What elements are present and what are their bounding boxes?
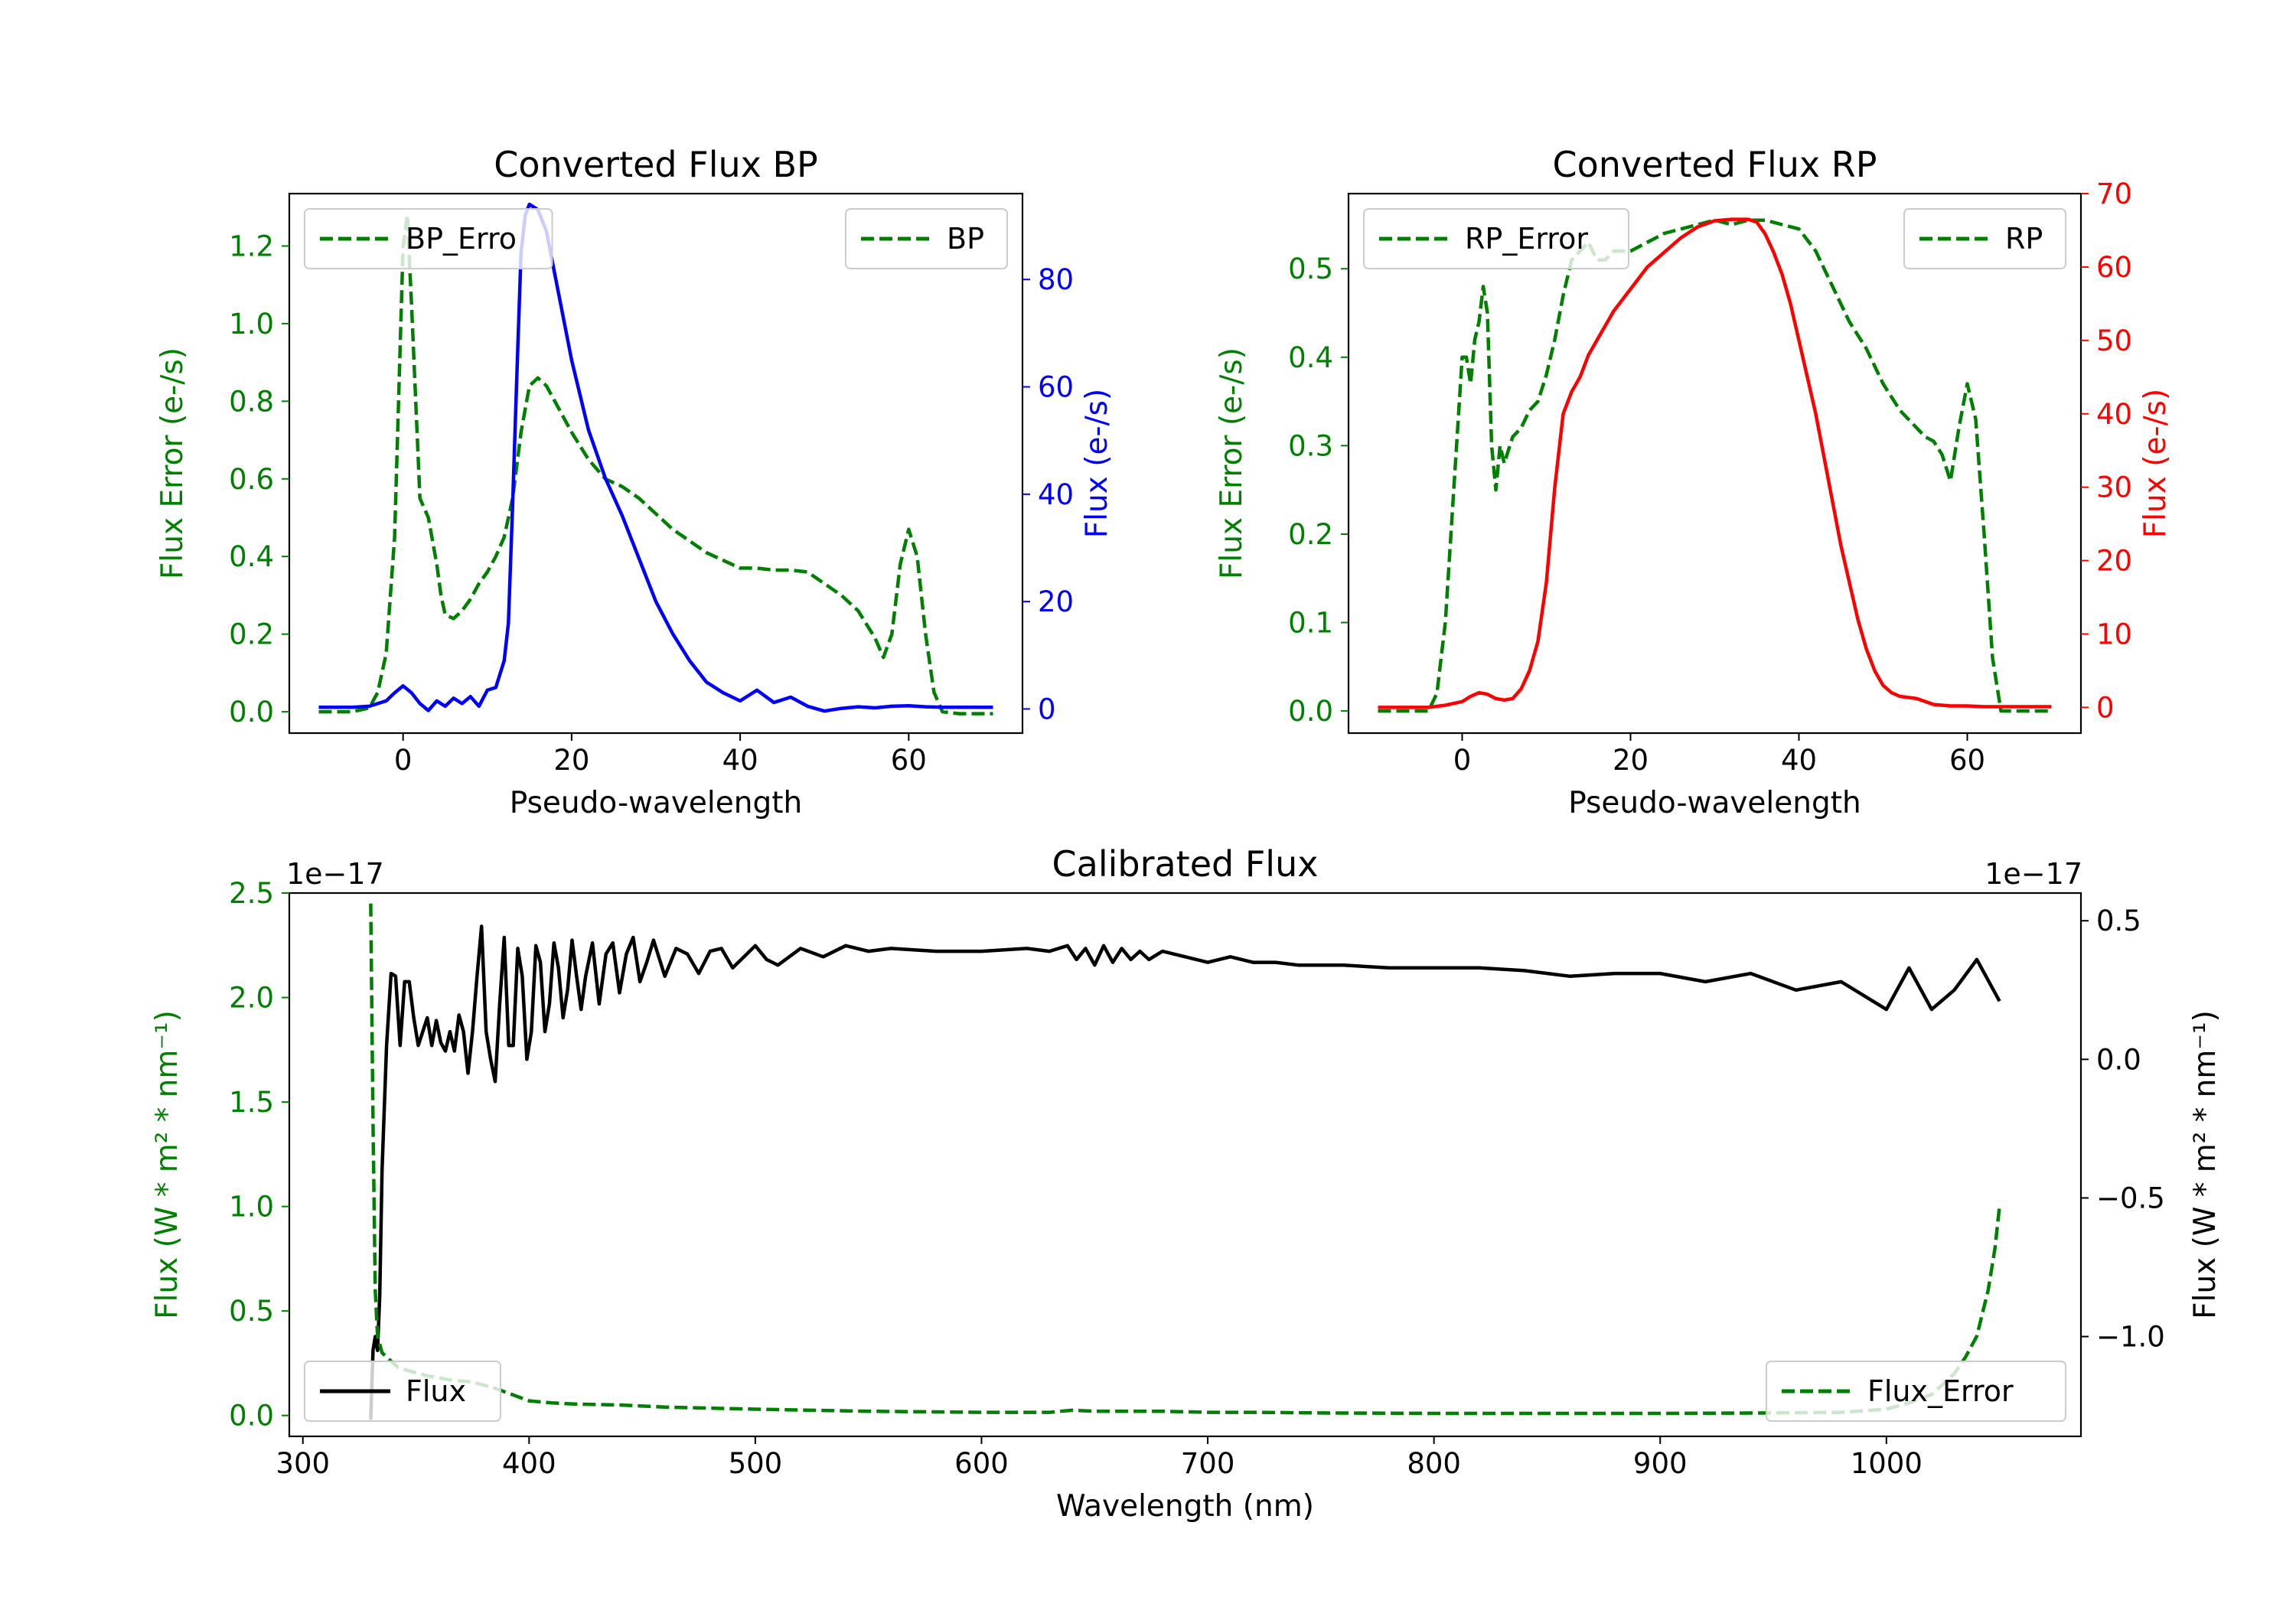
y-left-tick-label: 1.5: [229, 1086, 274, 1119]
y-left-tick-label: 2.0: [229, 982, 274, 1015]
x-tick-label: 40: [722, 744, 758, 777]
y-right-tick-label: 70: [2096, 178, 2132, 210]
x-tick-label: 600: [954, 1447, 1009, 1480]
x-tick-label: 40: [1781, 744, 1817, 777]
y-left-tick-label: 0.0: [1288, 695, 1333, 728]
legend-label: Flux: [406, 1374, 466, 1408]
y-right-tick-label: 10: [2096, 618, 2132, 651]
y-left-tick-label: 1.0: [229, 1191, 274, 1224]
legend-box: [1363, 208, 1629, 269]
chart-3: 300 400 500 600 700 800 900 1000 0.0 0.5 1.0 1.5 2.0…: [150, 843, 2223, 1524]
legend-label: BP: [947, 222, 984, 256]
x-tick-label: 500: [729, 1447, 783, 1480]
y-left-axis-label: Flux Error (e-/s): [155, 347, 190, 579]
legend-label: RP: [2005, 222, 2043, 256]
y-right-tick-label: 40: [2096, 398, 2132, 431]
y-left-tick-label: 1.0: [229, 308, 274, 341]
x-tick-label: 900: [1633, 1447, 1688, 1480]
legend-flux: Flux: [304, 1361, 501, 1422]
y-left-axis-label: Flux Error (e-/s): [1215, 347, 1249, 579]
series-bp-error: [318, 213, 993, 715]
y-right-tick-label: −0.5: [2096, 1182, 2165, 1214]
y-left-tick-label: 0.4: [229, 540, 274, 573]
series-flux-error: [369, 903, 2001, 1416]
x-axis-label: Pseudo-wavelength: [510, 786, 802, 820]
y-right-tick-label: 0.5: [2096, 905, 2141, 937]
legend-bp-erro: BP_Erro: [304, 208, 553, 269]
axes-frame: [288, 192, 1024, 735]
legend-label: RP_Error: [1465, 222, 1588, 256]
chart-2: 0 20 40 60 0.0 0.1 0.2 0.3 0.4 0.5 0 10 20 30 40 50 60 70…: [1215, 144, 2173, 820]
series-rp: [1378, 217, 2052, 709]
legend-box: [304, 1361, 501, 1422]
x-tick-label: 0: [394, 744, 413, 777]
y-right-tick-label: 80: [1038, 263, 1074, 296]
legend-rp-error: RP_Error: [1363, 208, 1629, 269]
y-left-tick-label: 1.2: [229, 230, 274, 262]
x-tick-label: 60: [1949, 744, 1985, 777]
legend-rp: RP: [1903, 208, 2066, 269]
y-left-tick-label: 0.6: [229, 463, 274, 496]
y-right-tick-label: 0.0: [2096, 1043, 2141, 1076]
y-left-tick-label: 0.8: [229, 385, 274, 418]
chart-title: Calibrated Flux: [1052, 843, 1319, 885]
y-left-tick-label: 0.5: [1288, 253, 1333, 285]
y-right-offset: 1e−17: [1985, 857, 2082, 891]
plot-area: [369, 903, 2001, 1420]
y-right-axis-label: Flux (e-/s): [1080, 389, 1114, 538]
x-tick-label: 20: [1613, 744, 1649, 777]
y-right-tick-label: 50: [2096, 324, 2132, 357]
y-left-tick-label: 0.1: [1288, 607, 1333, 640]
y-right-tick-label: 30: [2096, 471, 2132, 504]
y-right-tick-label: −1.0: [2096, 1321, 2165, 1354]
y-left-tick-label: 0.0: [229, 1400, 274, 1433]
y-left-tick-label: 2.5: [229, 877, 274, 910]
axes-frame: [1347, 192, 2082, 735]
legend-label: BP_Erro: [406, 222, 517, 256]
x-tick-label: 300: [276, 1447, 330, 1480]
series-bp: [318, 202, 993, 713]
legend-box: [1766, 1361, 2066, 1422]
y-left-tick-label: 0.2: [1288, 518, 1333, 551]
y-right-tick-label: 20: [1038, 585, 1074, 618]
x-tick-label: 1000: [1851, 1447, 1923, 1480]
y-right-tick-label: 0: [2096, 691, 2115, 724]
y-left-tick-label: 0.5: [229, 1295, 274, 1328]
y-right-tick-label: 40: [1038, 478, 1074, 511]
chart-title: Converted Flux RP: [1553, 144, 1877, 185]
legend-flux-error: Flux_Error: [1766, 1361, 2066, 1422]
series-rp-error: [1378, 218, 2052, 713]
x-tick-label: 60: [891, 744, 927, 777]
y-left-axis-label: Flux (W * m² * nm⁻¹): [150, 1010, 184, 1319]
x-tick-label: 700: [1181, 1447, 1235, 1480]
y-left-offset: 1e−17: [286, 857, 384, 891]
y-right-tick-label: 0: [1038, 693, 1056, 725]
y-right-axis-label: Flux (e-/s): [2138, 389, 2173, 538]
plot-area: [318, 202, 993, 715]
chart-1: 0 20 40 60 0.0 0.2 0.4 0.6 0.8 1.0 1.2 0 20 40 60 80 Con…: [155, 144, 1114, 820]
x-tick-label: 20: [553, 744, 589, 777]
y-left-tick-label: 0.3: [1288, 429, 1333, 462]
plot-area: [1378, 217, 2052, 713]
legend-box: [304, 208, 553, 269]
y-left-tick-label: 0.4: [1288, 341, 1333, 374]
x-axis-label: Pseudo-wavelength: [1568, 786, 1861, 820]
x-tick-label: 800: [1407, 1447, 1461, 1480]
y-left-tick-label: 0.0: [229, 696, 274, 729]
legend-label: Flux_Error: [1867, 1374, 2014, 1408]
axes-frame: [288, 892, 2082, 1438]
y-right-tick-label: 20: [2096, 545, 2132, 578]
x-axis-label: Wavelength (nm): [1056, 1489, 1314, 1524]
y-right-axis-label: Flux (W * m² * nm⁻¹): [2188, 1010, 2223, 1319]
y-right-tick-label: 60: [2096, 251, 2132, 284]
legend-bp: BP: [845, 208, 1008, 269]
series-flux: [369, 924, 2001, 1420]
x-tick-label: 400: [502, 1447, 556, 1480]
chart-title: Converted Flux BP: [494, 144, 818, 185]
y-left-tick-label: 0.2: [229, 618, 274, 651]
x-tick-label: 0: [1453, 744, 1472, 777]
y-right-tick-label: 60: [1038, 371, 1074, 404]
